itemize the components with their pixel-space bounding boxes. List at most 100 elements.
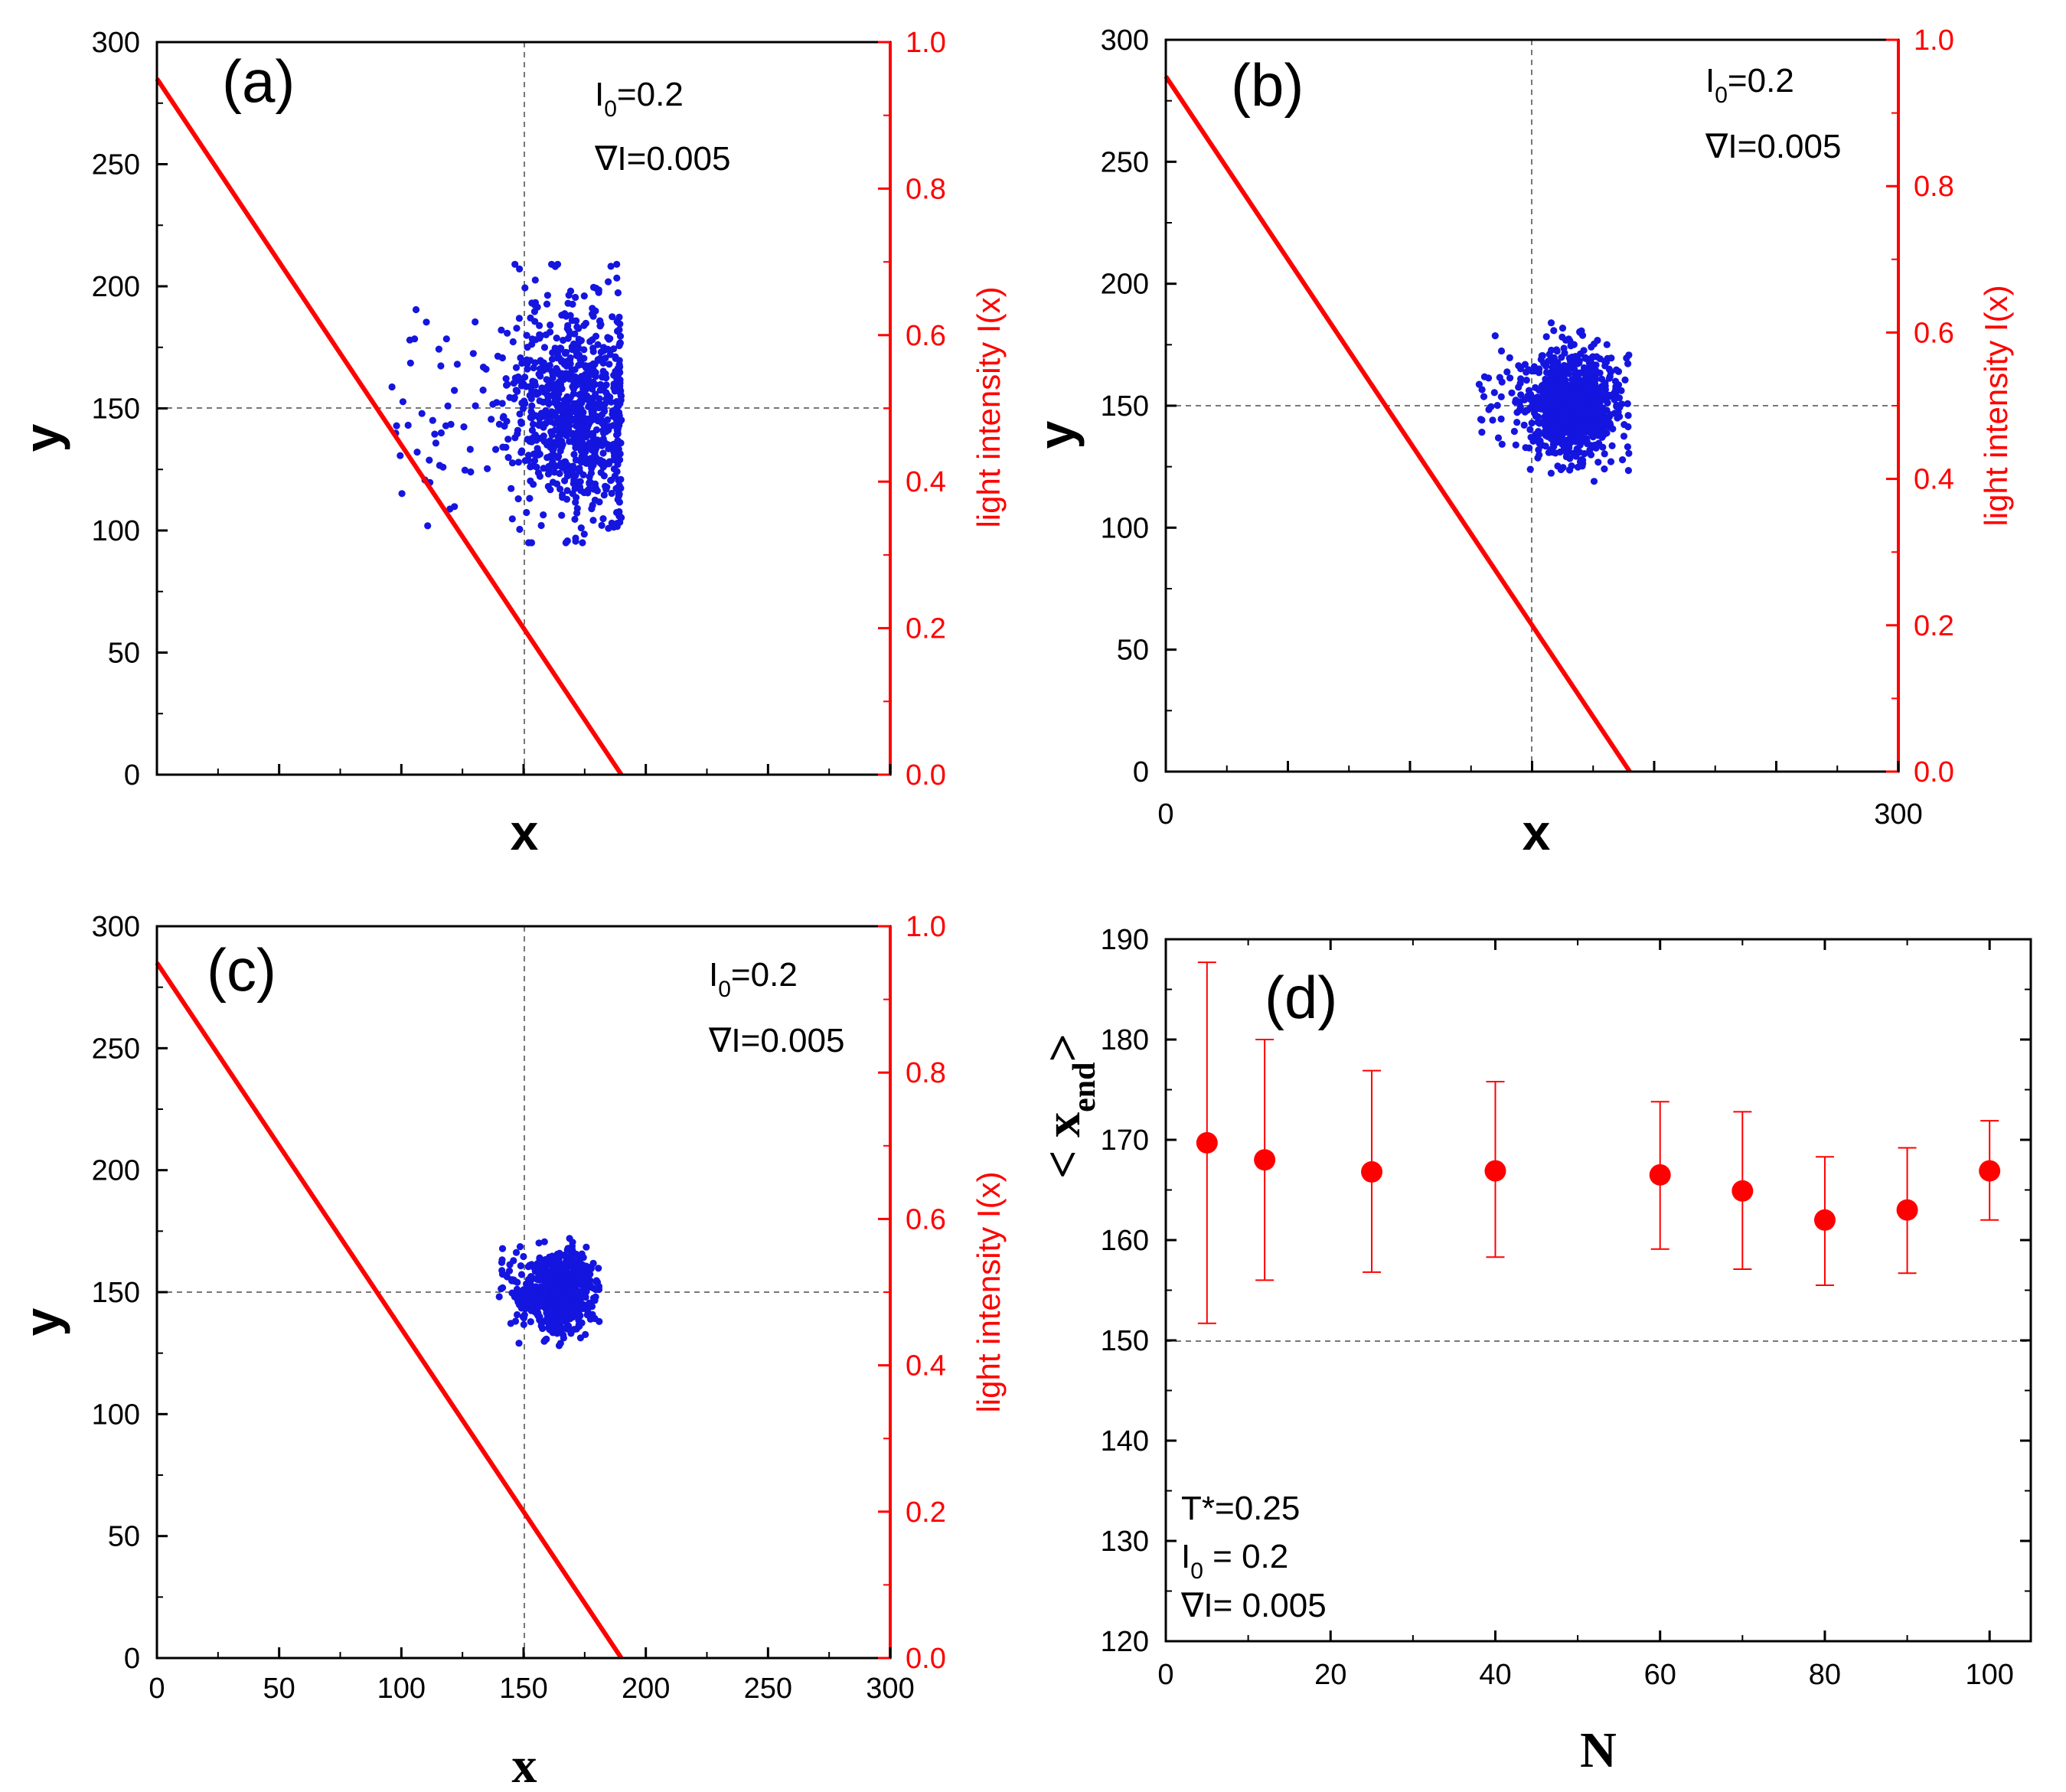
- scatter-point: [1565, 397, 1573, 404]
- scatter-point: [599, 449, 607, 457]
- scatter-point: [570, 462, 577, 470]
- scatter-point: [571, 515, 579, 524]
- y-axis-ticks: 0 50 100 150 200 250 300: [1101, 24, 1177, 788]
- scatter-point: [1570, 449, 1578, 457]
- scatter-point: [523, 331, 530, 339]
- scatter-point: [587, 404, 596, 412]
- scatter-point: [606, 351, 614, 358]
- scatter-point: [536, 322, 543, 329]
- scatter-point: [586, 478, 594, 486]
- scatter-point: [507, 1320, 514, 1327]
- data-point: [1813, 1209, 1836, 1231]
- scatter-point: [1601, 465, 1608, 473]
- scatter-point: [1581, 370, 1589, 377]
- scatter-point: [1607, 354, 1615, 362]
- data-point: [1254, 1149, 1276, 1171]
- scatter-point: [543, 292, 552, 299]
- scatter-point: [1532, 413, 1539, 420]
- scatter-point: [615, 481, 623, 489]
- y2-tick-label: 1.0: [906, 911, 946, 943]
- scatter-point: [524, 365, 531, 373]
- scatter-point: [1548, 346, 1555, 354]
- scatter-point: [563, 413, 571, 421]
- scatter-point: [570, 1326, 578, 1333]
- scatter-point: [512, 1249, 521, 1256]
- scatter-point: [1621, 376, 1629, 384]
- intensity-line: [155, 961, 624, 1660]
- scatter-point: [1516, 380, 1524, 387]
- scatter-point: [1542, 384, 1549, 392]
- scatter-point: [508, 1289, 516, 1297]
- scatter-point: [564, 1259, 572, 1267]
- scatter-point: [561, 477, 569, 485]
- y-tick-label: 50: [108, 638, 140, 670]
- scatter-point: [511, 393, 518, 402]
- y2-tick-label: 0.4: [906, 1350, 946, 1382]
- scatter-point: [573, 380, 580, 388]
- scatter-point: [547, 322, 554, 329]
- scatter-point: [595, 1265, 602, 1272]
- scatter-point: [1550, 423, 1558, 432]
- data-point: [1649, 1164, 1671, 1186]
- y-tick-label: 250: [1101, 146, 1149, 178]
- scatter-point: [575, 325, 583, 332]
- scatter-point: [534, 445, 541, 452]
- scatter-point: [1544, 357, 1552, 365]
- y-axis-title: y: [1028, 420, 1085, 449]
- y-tick-label: 190: [1101, 924, 1149, 956]
- scatter-point: [1575, 436, 1583, 445]
- scatter-point: [1614, 408, 1622, 416]
- scatter-point: [613, 468, 621, 475]
- scatter-point: [576, 478, 584, 485]
- scatter-point: [550, 468, 558, 476]
- scatter-point: [510, 1257, 517, 1265]
- data-point: [1484, 1160, 1506, 1182]
- scatter-point: [1587, 451, 1595, 459]
- intensity-line: [1164, 75, 1632, 773]
- scatter-point: [1517, 391, 1525, 399]
- scatter-point: [569, 300, 576, 308]
- scatter-point: [514, 1311, 521, 1319]
- scatter-point: [576, 1288, 583, 1296]
- scatter-point: [580, 322, 588, 329]
- y-axis-ticks: 120 130 140 150 160 170 180 190: [1101, 924, 2031, 1658]
- scatter-point: [1558, 435, 1566, 442]
- scatter-point: [504, 436, 512, 443]
- scatter-point: [613, 274, 621, 282]
- scatter-point: [1497, 415, 1505, 423]
- scatter-point: [488, 416, 495, 423]
- scatter-point: [569, 1239, 576, 1246]
- scatter-point: [553, 1318, 560, 1326]
- scatter-point: [527, 395, 535, 403]
- scatter-point: [1491, 332, 1499, 340]
- scatter-point: [1513, 419, 1521, 426]
- scatter-point: [1571, 427, 1578, 435]
- scatter-point: [1521, 361, 1529, 368]
- x-axis-title: x: [512, 1738, 537, 1792]
- y2-axis-title: light intensity I(x): [971, 1171, 1007, 1412]
- scatter-point: [583, 487, 592, 495]
- scatter-point: [573, 509, 581, 517]
- scatter-point: [602, 389, 610, 397]
- scatter-point: [1553, 348, 1561, 355]
- scatter-point: [576, 465, 583, 472]
- scatter-point: [589, 366, 597, 374]
- scatter-point: [514, 495, 522, 503]
- scatter-point: [568, 1306, 576, 1314]
- scatter-point: [568, 345, 576, 354]
- scatter-point: [563, 348, 570, 356]
- scatter-point: [517, 418, 525, 426]
- scatter-point: [526, 495, 534, 502]
- scatter-point: [577, 447, 585, 455]
- panel-label: (b): [1231, 51, 1304, 119]
- scatter-point: [516, 265, 524, 273]
- scatter-point: [1612, 386, 1620, 393]
- scatter-point: [505, 1267, 514, 1275]
- scatter-point: [1508, 389, 1516, 397]
- y-axis-title: y: [14, 1307, 70, 1336]
- scatter-point: [432, 439, 440, 447]
- scatter-point: [1624, 360, 1632, 367]
- scatter-point: [530, 1264, 538, 1271]
- scatter-point: [534, 1311, 542, 1319]
- scatter-point: [596, 322, 604, 330]
